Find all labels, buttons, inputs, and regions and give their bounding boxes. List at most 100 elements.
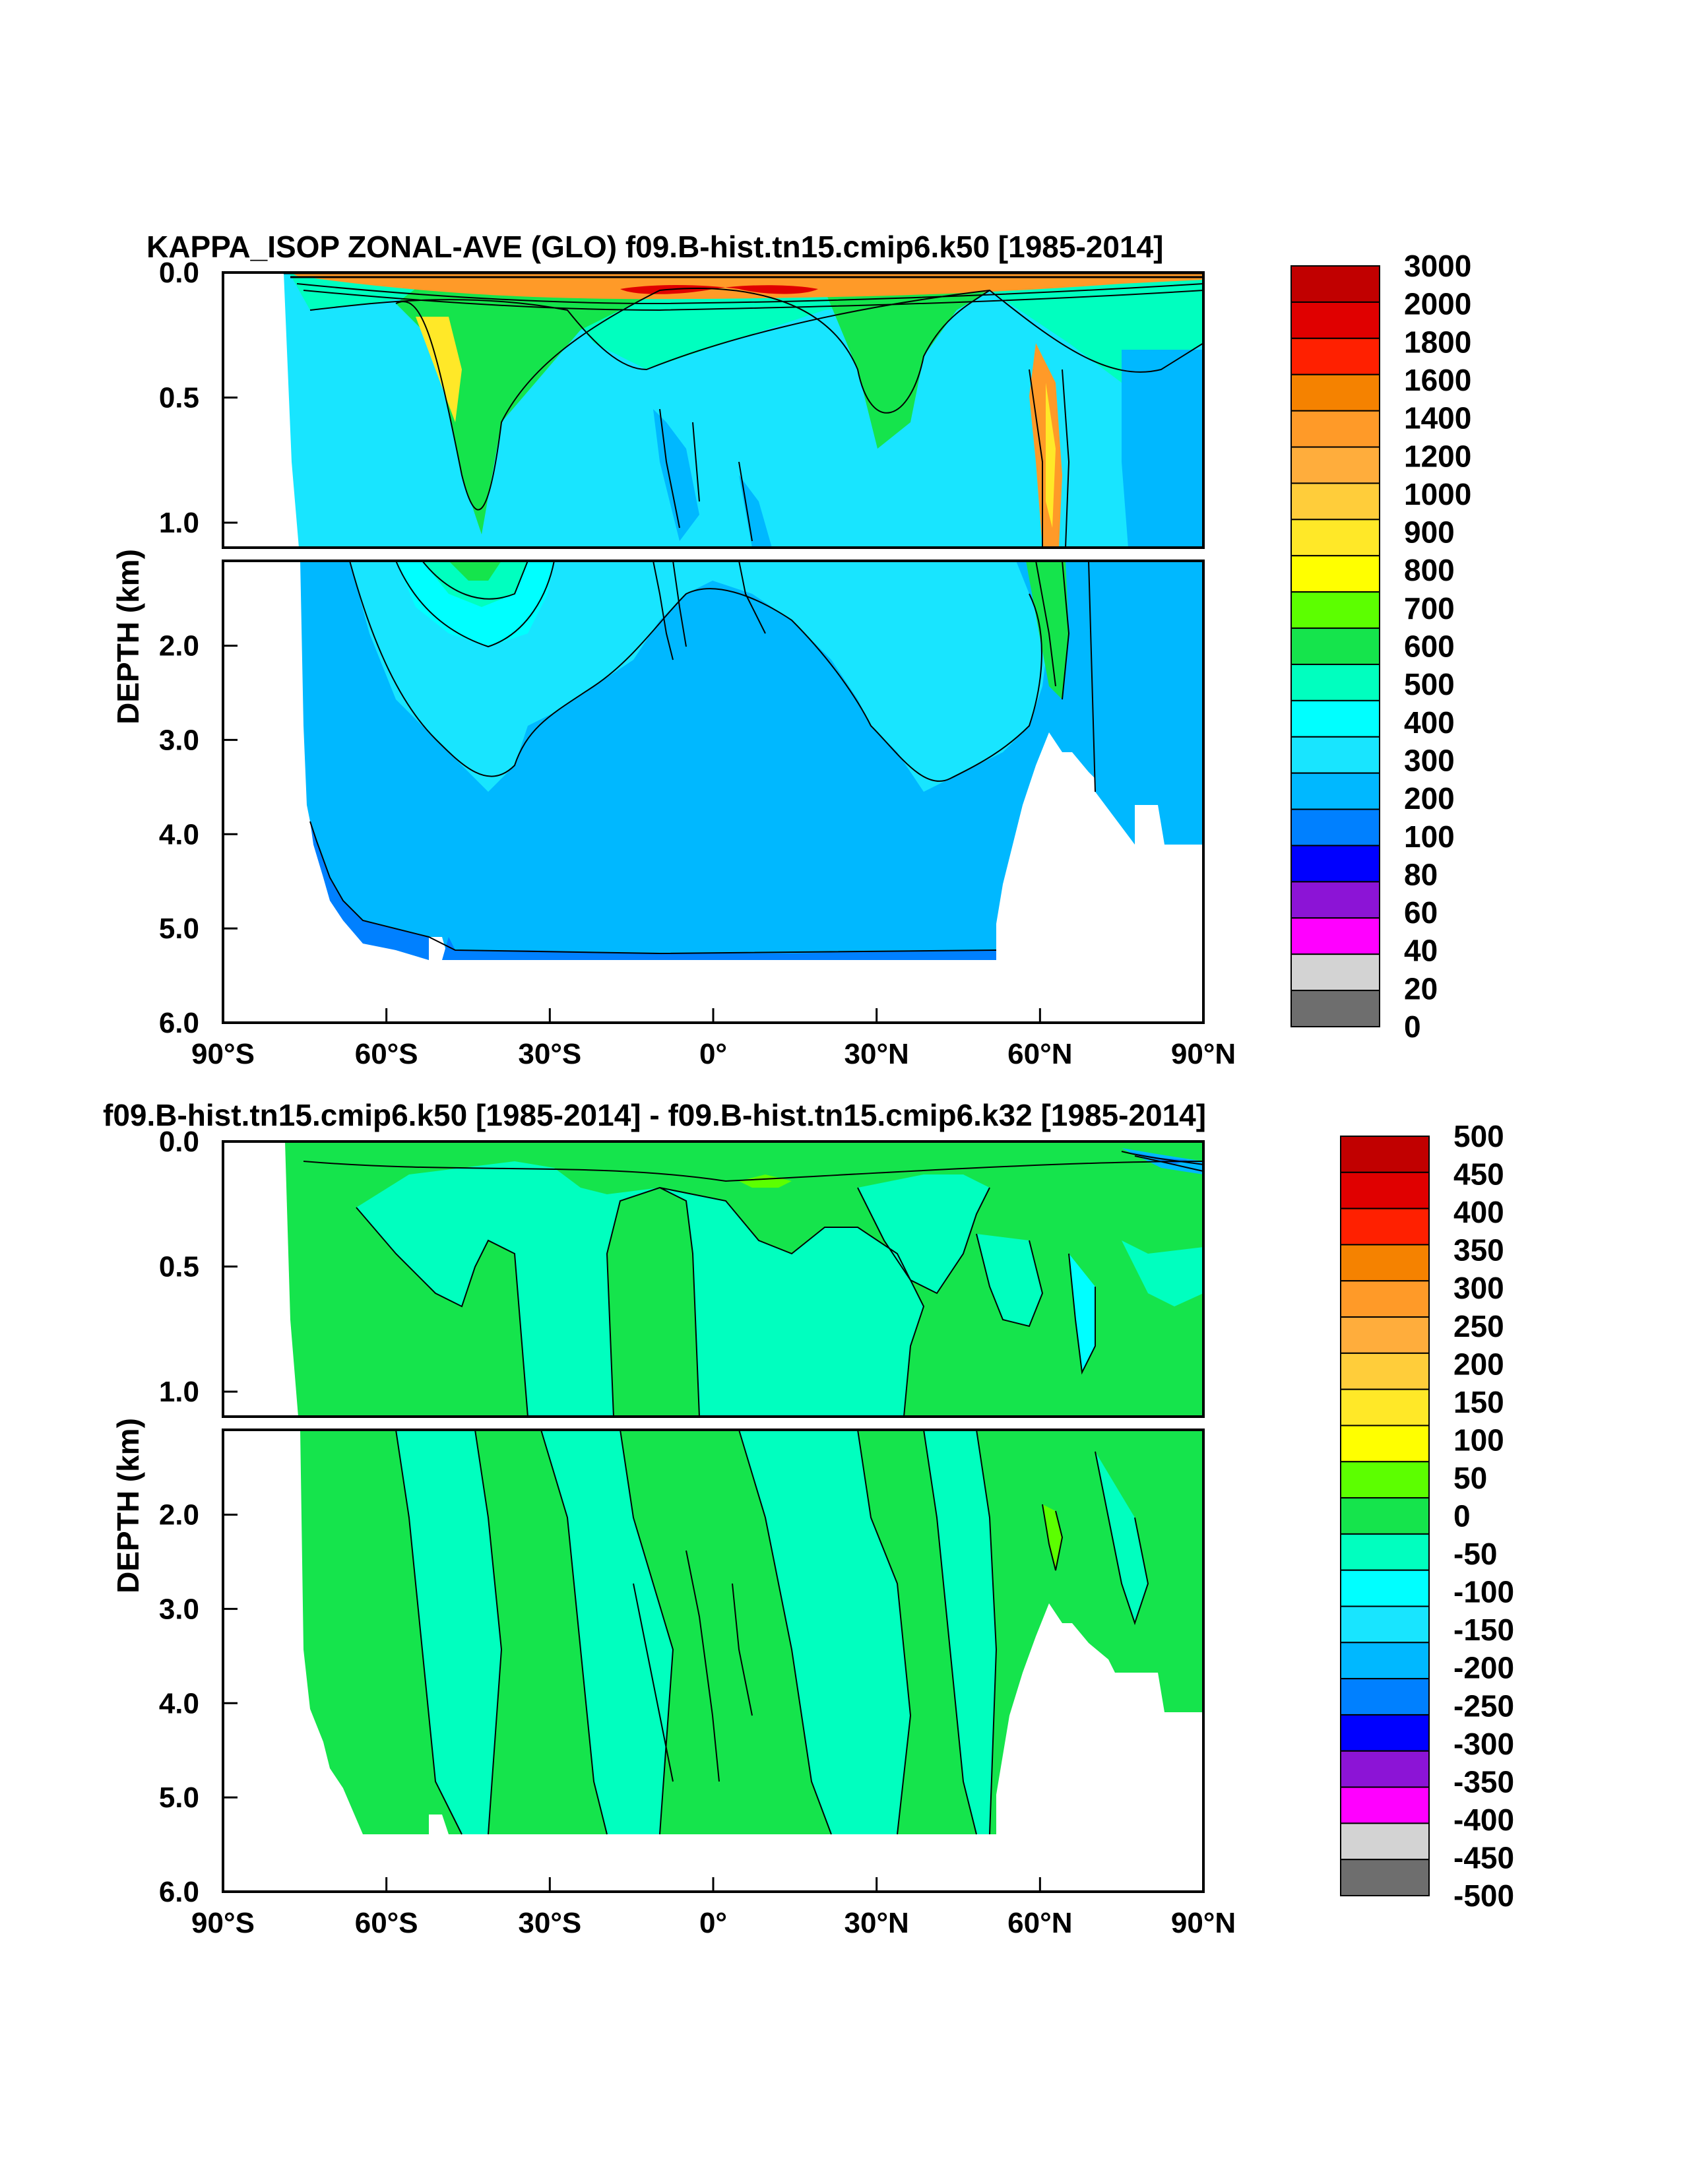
colorbar-label: 250 xyxy=(1453,1309,1504,1343)
colorbar-label: 40 xyxy=(1404,934,1438,968)
colorbar-swatch xyxy=(1340,1207,1430,1246)
colorbar-label: 800 xyxy=(1404,553,1455,587)
colorbar-label: 150 xyxy=(1453,1385,1504,1419)
colorbar-label: 700 xyxy=(1404,591,1455,626)
colorbar-swatch xyxy=(1340,1280,1430,1318)
x-tick-label: 30°N xyxy=(844,1038,909,1070)
colorbar-label: 500 xyxy=(1453,1119,1504,1153)
colorbar-label: -250 xyxy=(1453,1688,1514,1723)
panel-bottom: f09.B-hist.tn15.cmip6.k50 [1985-2014] - … xyxy=(103,1098,1514,1939)
y-tick-label: 0.0 xyxy=(159,257,199,289)
colorbar-label: 1000 xyxy=(1404,477,1471,511)
y-tick-label: 3.0 xyxy=(159,724,199,756)
colorbar-label: 20 xyxy=(1404,971,1438,1006)
colorbar-label: 3000 xyxy=(1404,249,1471,283)
x-tick-label: 90°N xyxy=(1171,1907,1236,1939)
colorbar-swatch xyxy=(1291,663,1380,701)
colorbar-swatch xyxy=(1340,1461,1430,1499)
colorbar-swatch xyxy=(1291,446,1380,484)
colorbar-label: 300 xyxy=(1404,743,1455,777)
colorbar-swatch xyxy=(1340,1714,1430,1752)
colorbar-swatch xyxy=(1291,410,1380,448)
colorbar-label: 1200 xyxy=(1404,439,1471,473)
bottom-lower-field xyxy=(300,1429,1203,1835)
colorbar-label: 1800 xyxy=(1404,325,1471,359)
colorbar-swatch xyxy=(1291,953,1380,992)
colorbar-swatch xyxy=(1340,1569,1430,1607)
colorbar-swatch xyxy=(1291,808,1380,847)
x-tick-label: 60°N xyxy=(1007,1907,1072,1939)
y-tick-label: 3.0 xyxy=(159,1593,199,1625)
colorbar-label: -100 xyxy=(1453,1575,1514,1609)
colorbar-label: -200 xyxy=(1453,1651,1514,1685)
top-upper-field xyxy=(284,272,1204,548)
colorbar-label: 1400 xyxy=(1404,401,1471,435)
colorbar-swatch xyxy=(1291,265,1380,303)
colorbar-label: -300 xyxy=(1453,1727,1514,1761)
colorbar-label: 300 xyxy=(1453,1271,1504,1305)
colorbar-swatch xyxy=(1291,519,1380,557)
bottom-upper-field xyxy=(285,1141,1204,1417)
bottom-colorbar: 500450400350300250200150100500-50-100-15… xyxy=(1340,1119,1514,1913)
colorbar-label: -500 xyxy=(1453,1879,1514,1913)
x-tick-label: 30°S xyxy=(518,1038,581,1070)
colorbar-swatch xyxy=(1340,1388,1430,1427)
top-ylabel: DEPTH (km) xyxy=(111,549,145,724)
colorbar-label: 350 xyxy=(1453,1233,1504,1268)
colorbar-swatch xyxy=(1291,591,1380,629)
colorbar-label: 80 xyxy=(1404,857,1438,891)
colorbar-swatch xyxy=(1291,627,1380,665)
bottom-axis-ticks: 90°S 60°S 30°S 0° 30°N 60°N 90°N 0.0 0.5 1.0 2.0 3.… xyxy=(159,1126,1236,1939)
panel-top: KAPPA_ISOP ZONAL-AVE (GLO) f09.B-hist.tn… xyxy=(111,230,1471,1070)
colorbar-swatch xyxy=(1340,1750,1430,1788)
y-tick-label: 6.0 xyxy=(159,1007,199,1039)
colorbar-label: -400 xyxy=(1453,1803,1514,1837)
colorbar-label: 200 xyxy=(1404,781,1455,816)
colorbar-label: 400 xyxy=(1404,705,1455,740)
colorbar-swatch xyxy=(1291,736,1380,774)
colorbar-label: 0 xyxy=(1453,1499,1471,1533)
colorbar-swatch xyxy=(1340,1642,1430,1680)
x-tick-label: 90°N xyxy=(1171,1038,1236,1070)
colorbar-swatch xyxy=(1340,1822,1430,1861)
colorbar-swatch xyxy=(1291,772,1380,810)
x-tick-label: 0° xyxy=(699,1907,727,1939)
top-axis-ticks: 90°S 60°S 30°S 0° 30°N 60°N 90°N 0.0 0.5 1.0 2.0 3.… xyxy=(159,257,1236,1070)
colorbar-label: -150 xyxy=(1453,1613,1514,1647)
x-tick-label: 60°S xyxy=(355,1038,418,1070)
colorbar-swatch xyxy=(1340,1352,1430,1390)
colorbar-swatch xyxy=(1291,990,1380,1027)
panel-top-title: KAPPA_ISOP ZONAL-AVE (GLO) f09.B-hist.tn… xyxy=(146,230,1163,264)
colorbar-swatch xyxy=(1340,1425,1430,1463)
x-tick-label: 60°S xyxy=(355,1907,418,1939)
colorbar-label: 100 xyxy=(1453,1423,1504,1457)
y-tick-label: 5.0 xyxy=(159,1782,199,1814)
top-colorbar: 3000200018001600140012001000900800700600… xyxy=(1291,249,1471,1044)
y-tick-label: 2.0 xyxy=(159,1499,199,1531)
y-tick-label: 2.0 xyxy=(159,630,199,662)
colorbar-label: 600 xyxy=(1404,629,1455,664)
colorbar-label: -350 xyxy=(1453,1764,1514,1799)
colorbar-swatch xyxy=(1291,373,1380,412)
colorbar-label: 200 xyxy=(1453,1347,1504,1381)
colorbar-label: 50 xyxy=(1453,1461,1487,1495)
y-tick-label: 0.0 xyxy=(159,1126,199,1158)
panel-bottom-title: f09.B-hist.tn15.cmip6.k50 [1985-2014] - … xyxy=(103,1098,1206,1132)
colorbar-swatch xyxy=(1291,699,1380,738)
x-tick-label: 30°N xyxy=(844,1907,909,1939)
top-upper-frame xyxy=(222,271,1205,549)
x-tick-label: 60°N xyxy=(1007,1038,1072,1070)
colorbar-swatch xyxy=(1340,1859,1430,1896)
x-tick-label: 90°S xyxy=(191,1907,255,1939)
y-tick-label: 1.0 xyxy=(159,507,199,539)
colorbar-swatch xyxy=(1291,482,1380,521)
colorbar-swatch xyxy=(1291,881,1380,919)
colorbar-swatch xyxy=(1340,1533,1430,1571)
y-tick-label: 5.0 xyxy=(159,913,199,945)
bottom-ylabel: DEPTH (km) xyxy=(111,1418,145,1593)
x-tick-label: 0° xyxy=(699,1038,727,1070)
colorbar-label: 0 xyxy=(1404,1010,1421,1044)
colorbar-swatch xyxy=(1340,1136,1430,1173)
x-tick-label: 30°S xyxy=(518,1907,581,1939)
colorbar-swatch xyxy=(1340,1244,1430,1282)
